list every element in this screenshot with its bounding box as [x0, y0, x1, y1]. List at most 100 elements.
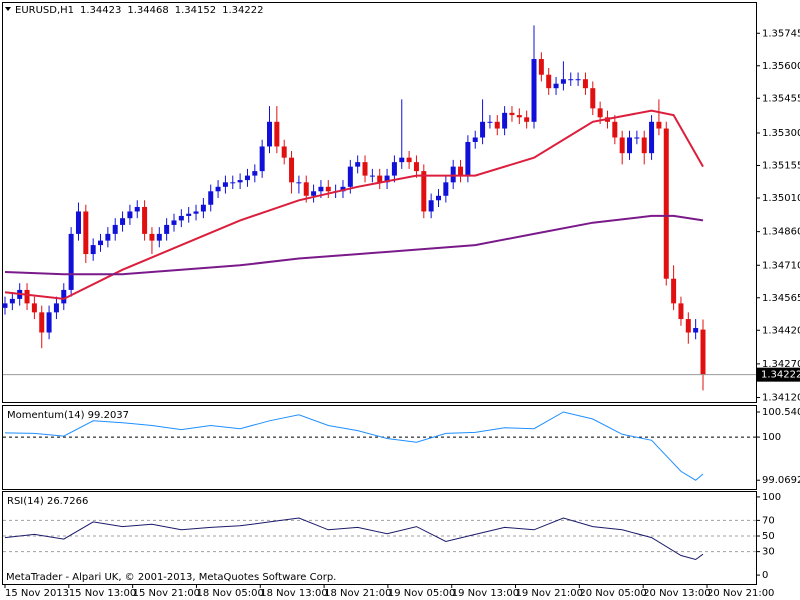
y-tick-label: 50 [762, 531, 775, 542]
candle-body [112, 224, 118, 234]
candle-body [296, 182, 302, 184]
x-tick-label: 20 Nov 21:00 [707, 588, 774, 599]
candle-body [435, 195, 441, 201]
candle-body [546, 74, 552, 89]
candle-body [597, 108, 603, 118]
candle-body [164, 224, 170, 234]
candle-body [46, 312, 52, 333]
candle-body [156, 233, 162, 241]
x-tick-label: 18 Nov 13:00 [260, 588, 327, 599]
candle-body [421, 171, 427, 212]
candle-body [53, 303, 59, 313]
bid-label: 1.34222 [761, 370, 800, 381]
candle-body [178, 215, 184, 221]
x-tick-label: 15 Nov 13:00 [69, 588, 136, 599]
candle-body [2, 303, 8, 308]
moving-average [4, 214, 704, 276]
momentum-pane [2, 405, 757, 490]
candle-body [171, 220, 177, 225]
y-tick-label: 70 [762, 515, 775, 526]
candle-body [627, 137, 633, 154]
x-tick-label: 18 Nov 05:00 [196, 588, 263, 599]
x-tick-label: 18 Nov 21:00 [324, 588, 391, 599]
candle-body [685, 319, 691, 333]
footer: MetaTrader - Alpari UK, © 2001-2013, Met… [6, 572, 336, 583]
y-tick-label: 1.34420 [762, 325, 800, 336]
y-tick-label: 100 [762, 492, 781, 503]
candle-body [649, 121, 655, 154]
rsi-pane [2, 491, 757, 585]
candle-body [200, 204, 206, 212]
candle-body [612, 121, 618, 138]
candle-body [590, 88, 596, 109]
candle-body [531, 59, 537, 122]
candle-body [325, 186, 331, 192]
chart-header: EURUSD,H1 1.34423 1.34468 1.34152 1.34222 [15, 5, 263, 16]
y-tick-label: 1.34710 [762, 260, 800, 271]
candle-body [120, 218, 126, 225]
y-tick-label: 1.35300 [762, 128, 800, 139]
candle-body [289, 157, 295, 183]
candle-body [700, 329, 706, 375]
candle-body [487, 121, 493, 123]
y-tick-label: 1.35455 [762, 93, 800, 104]
candle-body [450, 166, 456, 183]
candle-body [252, 171, 258, 176]
candle-body [362, 162, 368, 176]
header-close: 1.34222 [222, 5, 263, 16]
candle-body [347, 166, 353, 187]
x-tick-label: 20 Nov 13:00 [643, 588, 710, 599]
symbol: EURUSD,H1 [15, 5, 74, 16]
candle-body [311, 191, 317, 196]
header-high: 1.34468 [127, 5, 168, 16]
x-tick-label: 20 Nov 05:00 [579, 588, 646, 599]
bid-label-box [757, 367, 800, 382]
candle-body [465, 141, 471, 176]
indicator-title: Momentum(14) 99.2037 [7, 410, 129, 421]
candle-body [399, 157, 405, 163]
candle-body [355, 162, 361, 167]
candle-body [575, 79, 581, 81]
candle-body [656, 121, 662, 129]
candle-body [538, 59, 544, 75]
candle-body [384, 175, 390, 183]
candle-body [237, 180, 243, 183]
candle-body [428, 200, 434, 212]
candle-body [678, 303, 684, 320]
candle-body [149, 233, 155, 241]
candle-body [340, 186, 346, 192]
candle-body [369, 175, 375, 177]
candle-body [568, 79, 574, 81]
candle-body [318, 186, 324, 192]
candle-body [458, 166, 464, 176]
candle-body [634, 137, 640, 139]
x-tick-label: 19 Nov 05:00 [388, 588, 455, 599]
candle-body [230, 182, 236, 184]
y-tick-label: 0 [762, 570, 768, 581]
candle-body [259, 146, 265, 172]
candle-body [516, 115, 522, 118]
candle-body [406, 157, 412, 163]
candle-body [134, 206, 140, 212]
candle-body [98, 240, 104, 246]
y-tick-label: 99.0692 [762, 475, 800, 486]
candle-body [509, 112, 515, 116]
x-tick-label: 15 Nov 2013 [5, 588, 69, 599]
candle-body [281, 146, 287, 158]
candle-body [105, 233, 111, 241]
indicator-line [4, 411, 704, 481]
candle-body [215, 186, 221, 192]
candle-body [391, 162, 397, 176]
candle-body [671, 278, 677, 304]
candle-body [619, 137, 625, 154]
moving-average [4, 109, 704, 300]
y-tick-label: 100 [762, 432, 781, 443]
indicator-line [4, 517, 704, 561]
candle-body [31, 303, 37, 313]
candle-body [560, 79, 566, 84]
candle-body [413, 162, 419, 172]
main-pane [2, 2, 757, 403]
y-tick-label: 1.34270 [762, 359, 800, 370]
